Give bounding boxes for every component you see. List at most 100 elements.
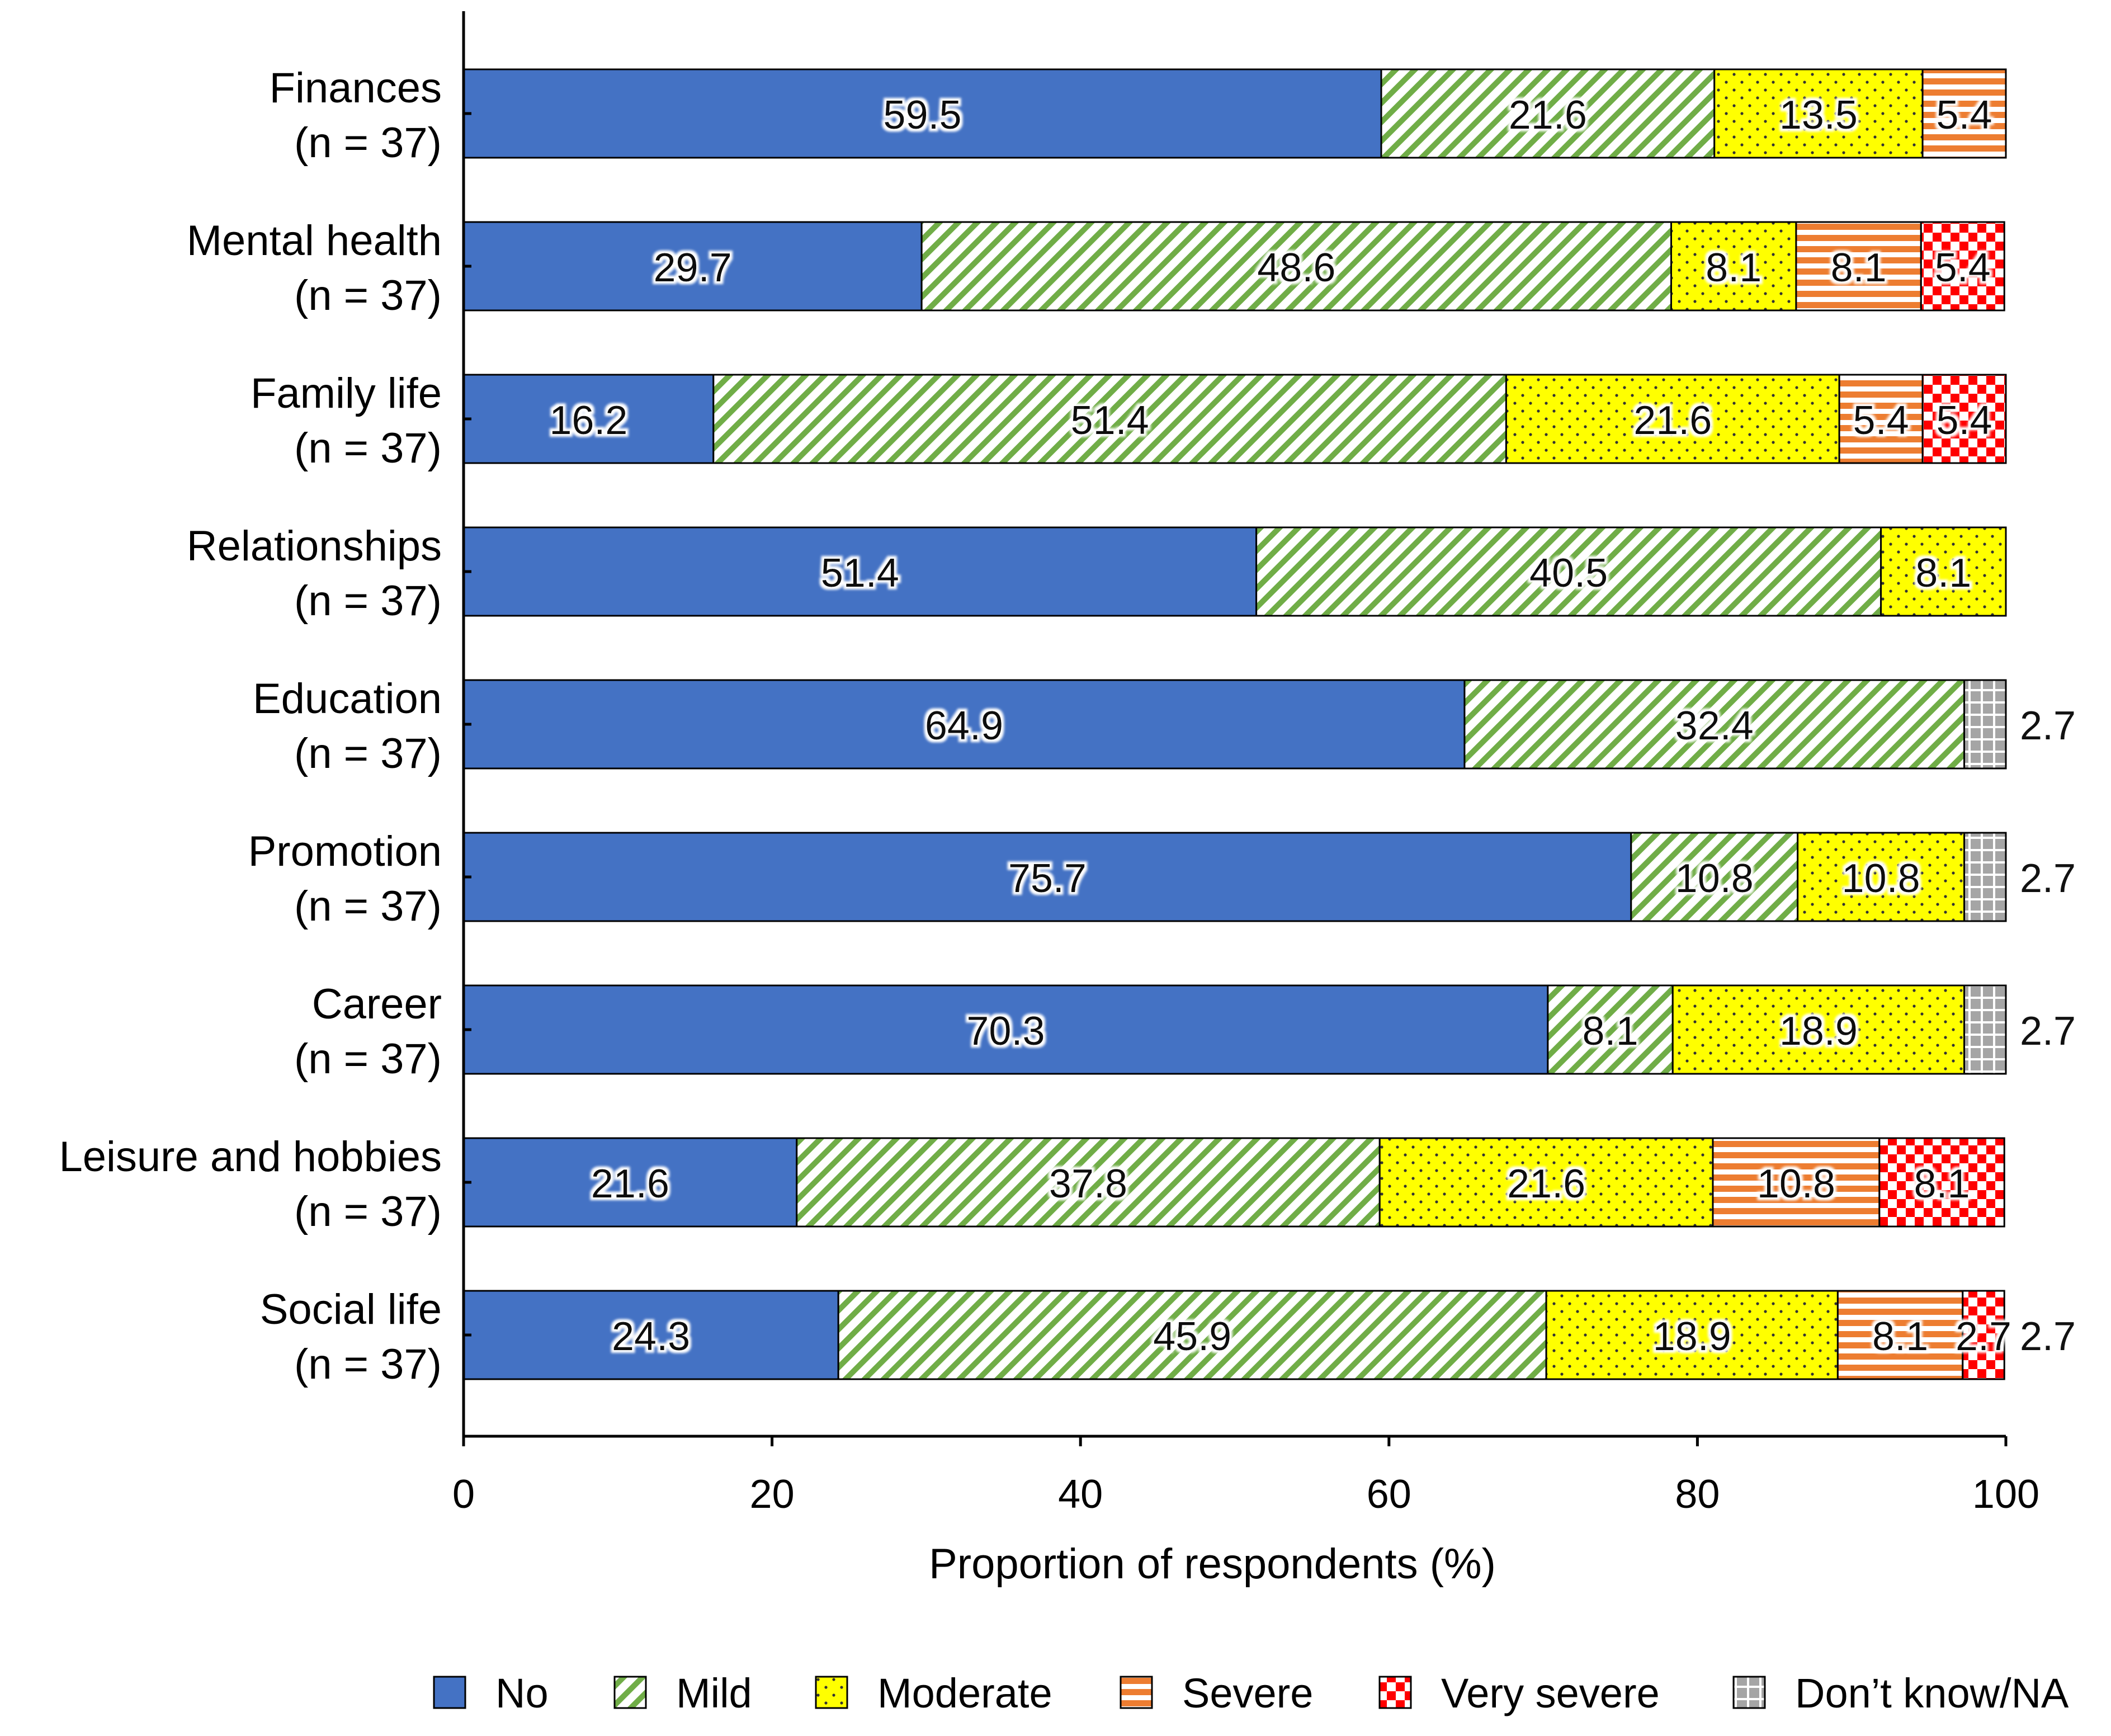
category-n-label: (n = 37) bbox=[294, 1188, 442, 1235]
data-label: 37.8 bbox=[1049, 1162, 1127, 1206]
bar-segment-moderate bbox=[1880, 526, 2007, 617]
data-label: 5.4 bbox=[1935, 246, 1991, 290]
bar-segment-moderate bbox=[1505, 374, 1840, 464]
bar-segment-moderate bbox=[1545, 1290, 1839, 1380]
bar-segment-mild bbox=[1255, 526, 1882, 617]
data-label: 8.1 bbox=[1915, 551, 1971, 596]
category-n-label: (n = 37) bbox=[294, 577, 442, 625]
bar-segment-mild bbox=[837, 1290, 1547, 1380]
legend-label-moderate: Moderate bbox=[877, 1670, 1052, 1716]
category-label: Family life bbox=[251, 370, 442, 417]
category-n-label: (n = 37) bbox=[294, 1341, 442, 1388]
data-labels-layer: 59.5 21.6 13.5 5.4 29.7 48.6 8.1 8.1 5.4 16.2 51.4… bbox=[549, 93, 2076, 1359]
bar-segment-moderate bbox=[1378, 1137, 1714, 1228]
data-label: 2.7 bbox=[1956, 1314, 2011, 1359]
data-label: 5.4 bbox=[1853, 398, 1909, 443]
category-label: Relationships bbox=[187, 522, 442, 570]
bar-segment-don-t-know-na bbox=[1963, 832, 2007, 922]
bar-segment-no bbox=[462, 832, 1632, 922]
category-label: Leisure and hobbies bbox=[59, 1133, 442, 1181]
data-label: 29.7 bbox=[653, 246, 731, 290]
legend-label-no: No bbox=[495, 1670, 549, 1716]
category-n-label: (n = 37) bbox=[294, 272, 442, 319]
category-label: Career bbox=[312, 980, 442, 1028]
outside-data-label: 2.7 bbox=[2020, 1314, 2076, 1359]
data-label: 13.5 bbox=[1779, 93, 1858, 138]
data-label: 75.7 bbox=[1008, 856, 1087, 901]
category-label: Education bbox=[253, 675, 442, 723]
outside-data-label: 2.7 bbox=[2020, 1009, 2076, 1054]
legend-label-mild: Mild bbox=[676, 1670, 752, 1716]
data-label: 8.1 bbox=[1872, 1314, 1928, 1359]
data-label: 45.9 bbox=[1153, 1314, 1231, 1359]
category-n-label: (n = 37) bbox=[294, 883, 442, 930]
legend: No Mild Moderate Severe Very severe Don’t kno… bbox=[433, 1670, 2069, 1716]
data-label: 21.6 bbox=[591, 1162, 669, 1206]
bar-segment-moderate bbox=[1671, 984, 1966, 1075]
x-tick-label: 80 bbox=[1675, 1472, 1720, 1517]
legend-swatch-mild bbox=[613, 1676, 647, 1709]
bar-segment-very-severe bbox=[1962, 1290, 2005, 1380]
bar-segment-no bbox=[462, 221, 923, 312]
data-label: 48.6 bbox=[1257, 246, 1335, 290]
bar-segment-no bbox=[462, 526, 1258, 617]
data-label: 5.4 bbox=[1936, 93, 1992, 138]
category-label: Mental health bbox=[187, 217, 442, 265]
bar-segment-severe bbox=[1838, 374, 1924, 464]
x-ticks-layer: 0 20 40 60 80 100 bbox=[452, 1436, 2039, 1517]
data-label: 40.5 bbox=[1529, 551, 1608, 596]
bar-segment-moderate bbox=[1713, 68, 1924, 159]
data-label: 5.4 bbox=[1936, 398, 1992, 443]
data-label: 21.6 bbox=[1509, 93, 1587, 138]
y-ticks-layer bbox=[464, 112, 471, 1337]
data-label: 32.4 bbox=[1675, 704, 1754, 748]
data-label: 24.3 bbox=[612, 1314, 690, 1359]
x-tick-label: 100 bbox=[1972, 1472, 2039, 1517]
category-n-label: (n = 37) bbox=[294, 730, 442, 777]
data-label: 18.9 bbox=[1779, 1009, 1858, 1054]
bar-segment-severe bbox=[1836, 1290, 1964, 1380]
data-label: 10.8 bbox=[1675, 856, 1754, 901]
legend-swatch-no bbox=[433, 1676, 466, 1709]
data-label: 8.1 bbox=[1583, 1009, 1638, 1054]
bar-segment-don-t-know-na bbox=[1963, 679, 2007, 770]
bar-segment-no bbox=[462, 1290, 839, 1380]
legend-label-severe: Severe bbox=[1182, 1670, 1313, 1716]
bar-segment-mild bbox=[920, 221, 1673, 312]
category-label: Finances bbox=[270, 64, 442, 112]
x-tick-label: 0 bbox=[452, 1472, 475, 1517]
data-label: 51.4 bbox=[1071, 398, 1149, 443]
legend-label-very-severe: Very severe bbox=[1441, 1670, 1660, 1716]
data-label: 16.2 bbox=[549, 398, 627, 443]
bar-segment-very-severe bbox=[1920, 221, 2005, 312]
bar-segment-no bbox=[462, 1137, 798, 1228]
category-n-label: (n = 37) bbox=[294, 1035, 442, 1083]
bar-segment-no bbox=[462, 68, 1382, 159]
category-labels-layer: Finances (n = 37) Mental health (n = 37) Fam… bbox=[59, 64, 442, 1388]
bar-segment-mild bbox=[1630, 832, 1799, 922]
bar-segment-very-severe bbox=[1921, 374, 2007, 464]
data-label: 70.3 bbox=[966, 1009, 1045, 1054]
category-label: Promotion bbox=[248, 828, 442, 875]
bar-segment-moderate bbox=[1670, 221, 1797, 312]
x-tick-label: 20 bbox=[750, 1472, 795, 1517]
data-label: 59.5 bbox=[883, 93, 961, 138]
data-label: 21.6 bbox=[1507, 1162, 1585, 1206]
x-tick-label: 40 bbox=[1058, 1472, 1103, 1517]
bar-segment-severe bbox=[1795, 221, 1922, 312]
bar-segment-very-severe bbox=[1878, 1137, 2005, 1228]
legend-swatch-severe bbox=[1120, 1676, 1153, 1709]
data-label: 10.8 bbox=[1842, 856, 1920, 901]
outside-data-label: 2.7 bbox=[2020, 856, 2076, 901]
data-label: 51.4 bbox=[821, 551, 899, 596]
x-tick-label: 60 bbox=[1367, 1472, 1411, 1517]
data-label: 8.1 bbox=[1706, 246, 1761, 290]
data-label: 21.6 bbox=[1633, 398, 1712, 443]
data-label: 8.1 bbox=[1831, 246, 1887, 290]
data-label: 10.8 bbox=[1757, 1162, 1835, 1206]
legend-swatch-don-t-know-na bbox=[1732, 1676, 1766, 1709]
bars-layer bbox=[462, 68, 2007, 1380]
bar-segment-no bbox=[462, 984, 1549, 1075]
